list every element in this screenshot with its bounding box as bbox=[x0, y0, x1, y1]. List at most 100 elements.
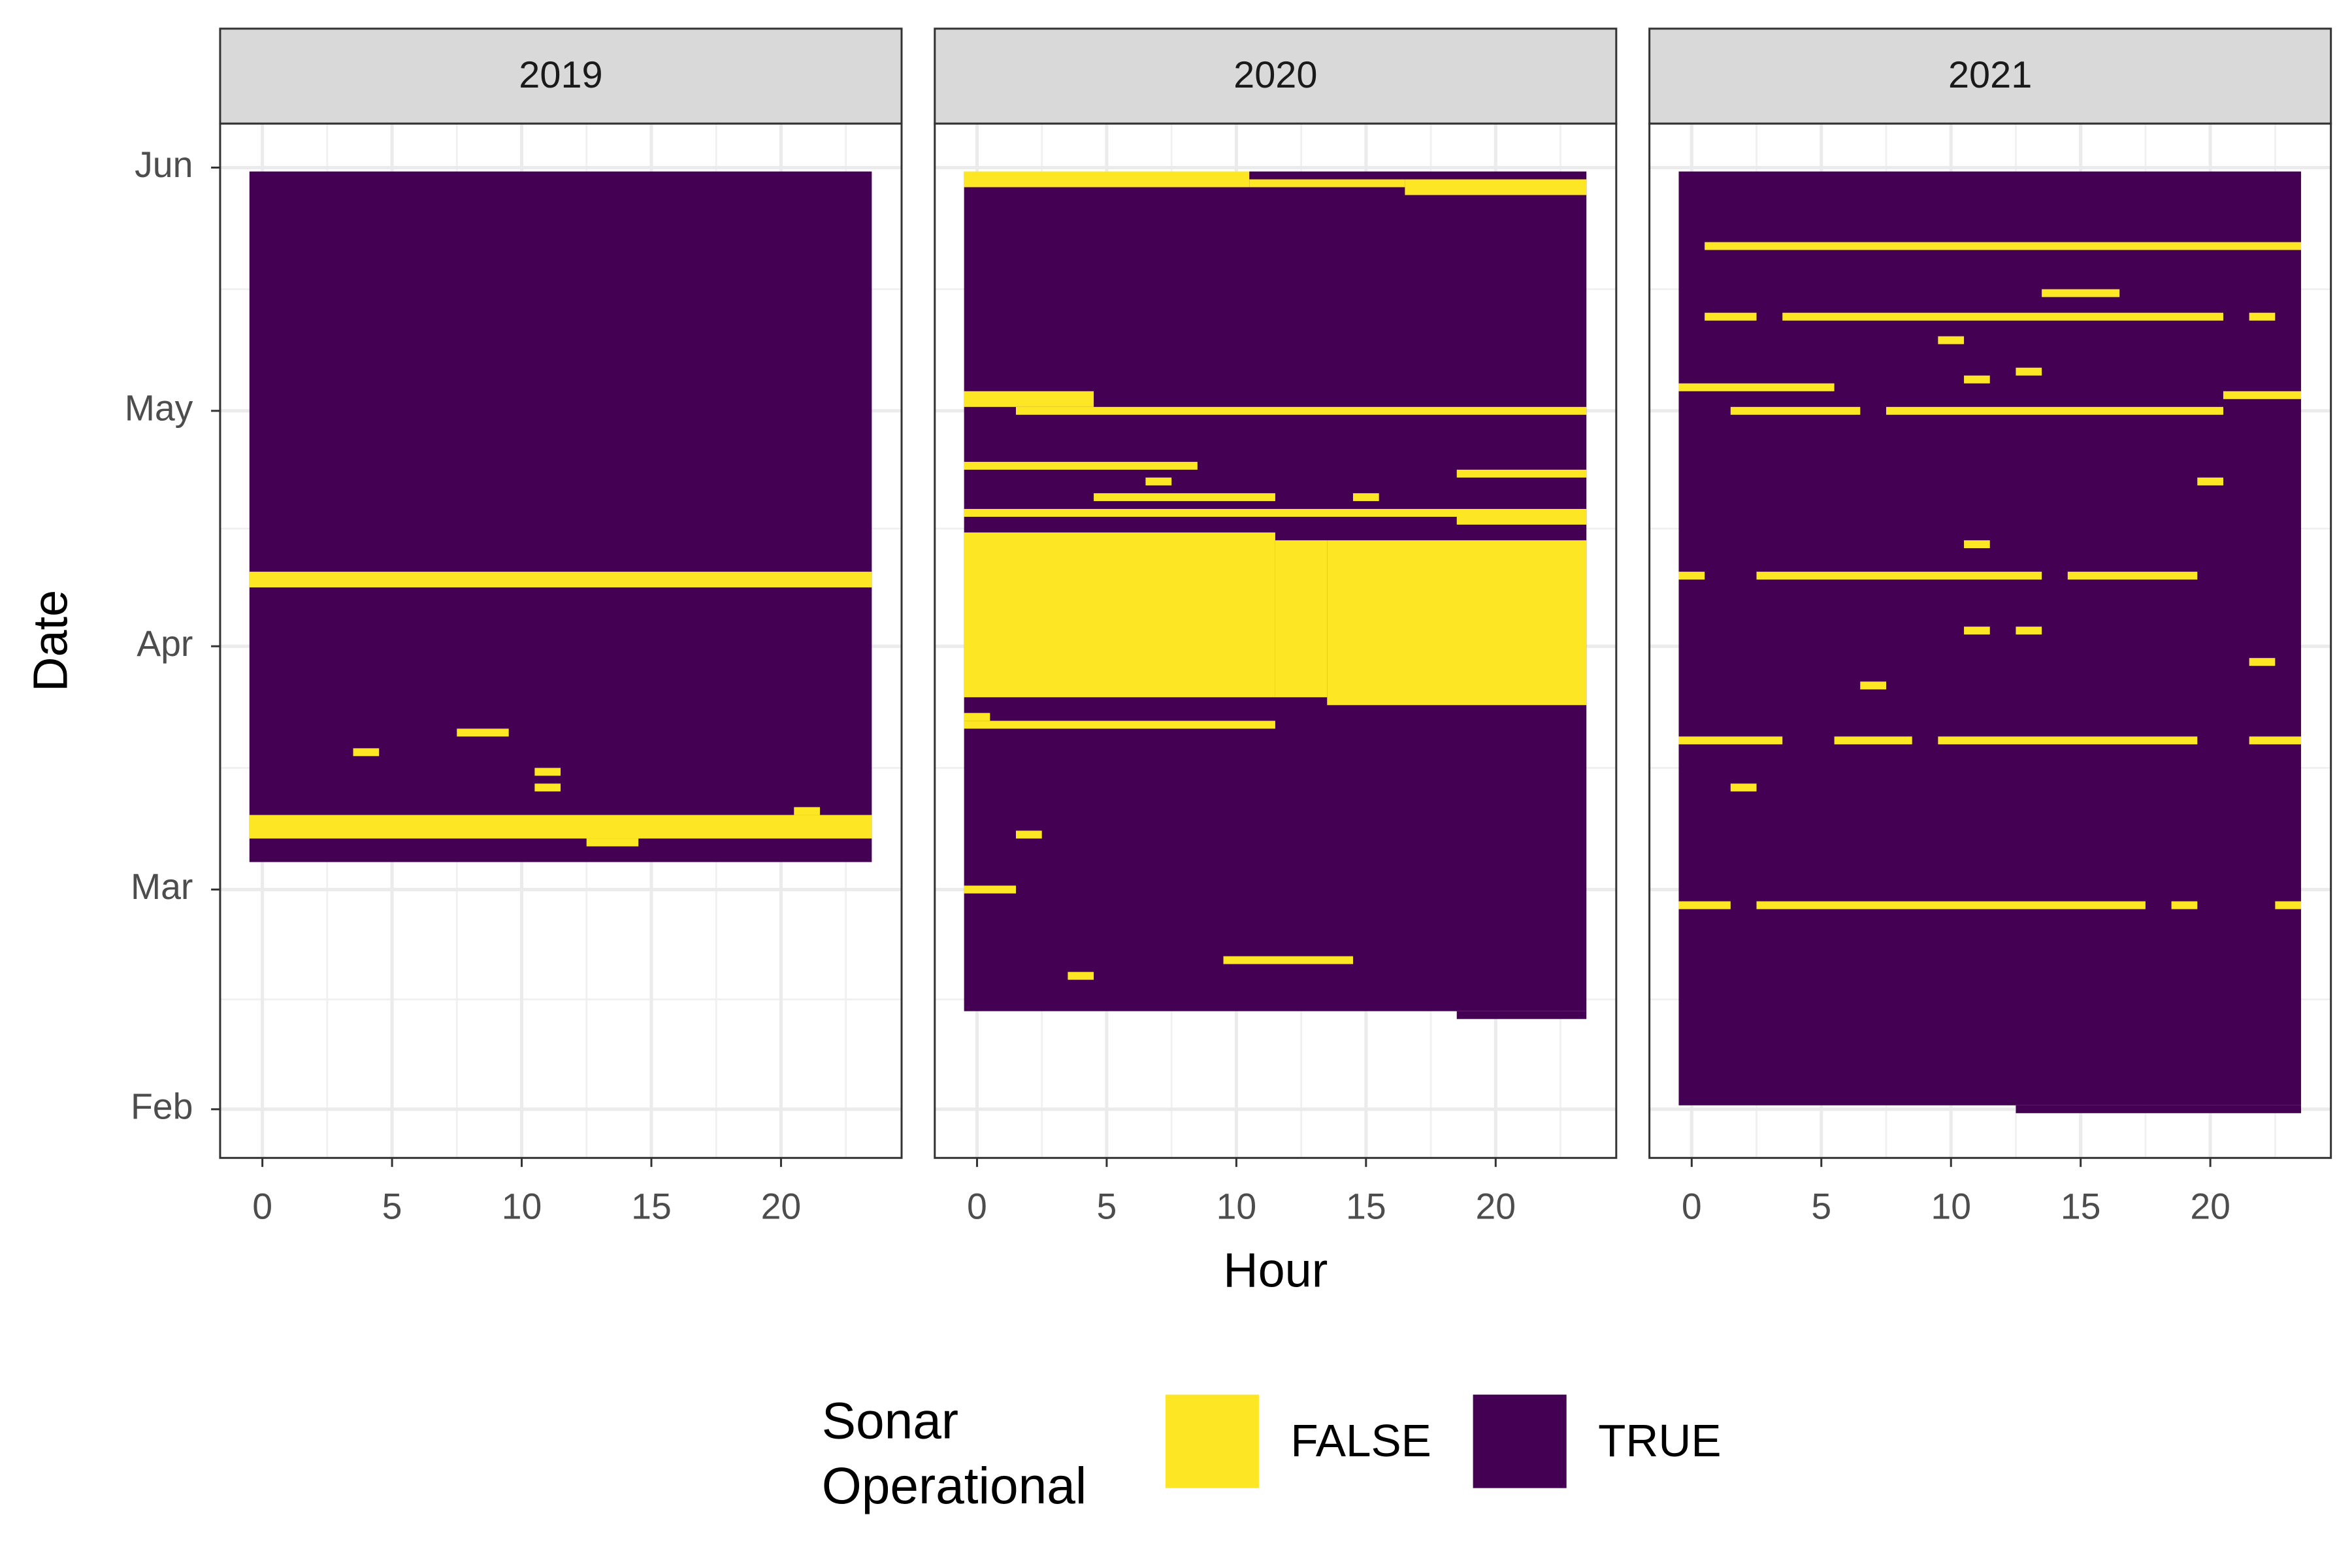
outage-tile bbox=[2067, 572, 2198, 580]
outage-tile bbox=[249, 815, 872, 839]
legend-label: TRUE bbox=[1598, 1415, 1721, 1466]
outage-tile bbox=[1094, 493, 1275, 501]
x-tick-label: 15 bbox=[2061, 1186, 2101, 1226]
outage-tile bbox=[964, 885, 1017, 894]
legend-key bbox=[1165, 1394, 1259, 1488]
outage-tile bbox=[1782, 312, 2223, 321]
legend-title-box: Sonar Operational bbox=[821, 1393, 1087, 1515]
outage-tile bbox=[1834, 736, 1912, 745]
facet-label: 2021 bbox=[1948, 54, 2032, 96]
x-tick-label: 20 bbox=[1475, 1186, 1516, 1226]
outage-tile bbox=[1705, 312, 1757, 321]
outage-tile bbox=[586, 838, 639, 847]
panel-border bbox=[1648, 122, 2332, 1159]
outage-tile bbox=[1678, 736, 1783, 745]
x-tick-label: 0 bbox=[1682, 1186, 1702, 1226]
outage-tile bbox=[964, 391, 1094, 407]
facet-label: 2020 bbox=[1233, 54, 1317, 96]
outage-tile bbox=[1964, 375, 1990, 384]
facet-strip bbox=[934, 27, 1618, 125]
outage-tile bbox=[1352, 493, 1379, 501]
x-tick-label: 5 bbox=[1097, 1186, 1117, 1226]
x-tick-label: 5 bbox=[1811, 1186, 1831, 1226]
operational-tile bbox=[2016, 1105, 2302, 1113]
outage-tile bbox=[1678, 901, 1731, 909]
outage-tile bbox=[1016, 406, 1587, 415]
x-tick-label: 10 bbox=[502, 1186, 542, 1226]
outage-tile bbox=[964, 171, 1250, 188]
outage-tile bbox=[2249, 736, 2302, 745]
outage-tile bbox=[1016, 830, 1042, 839]
legend-label: FALSE bbox=[1290, 1415, 1431, 1466]
outage-tile bbox=[1730, 406, 1861, 415]
operational-tile bbox=[249, 171, 872, 862]
outage-tile bbox=[1678, 572, 1705, 580]
outage-tile bbox=[1678, 383, 1835, 391]
x-tick-label: 0 bbox=[252, 1186, 272, 1226]
outage-tile bbox=[964, 532, 1275, 698]
outage-tile bbox=[2223, 391, 2302, 399]
x-tick-label: 20 bbox=[2190, 1186, 2230, 1226]
x-tick-label: 10 bbox=[1217, 1186, 1257, 1226]
outage-tile bbox=[1860, 681, 1886, 690]
y-tick-label: Jun bbox=[135, 144, 193, 185]
x-tick-label: 15 bbox=[1346, 1186, 1386, 1226]
legend-title: Sonar Operational bbox=[821, 1393, 1087, 1515]
outage-tile bbox=[2249, 658, 2276, 666]
x-tick-label: 15 bbox=[631, 1186, 672, 1226]
panel-border bbox=[219, 122, 903, 1159]
x-tick-label: 5 bbox=[382, 1186, 402, 1226]
outage-tile bbox=[1886, 406, 2223, 415]
outage-tile bbox=[964, 508, 1587, 517]
outage-tile bbox=[2197, 477, 2223, 485]
outage-tile bbox=[1223, 956, 1353, 964]
x-tick-label: 10 bbox=[1931, 1186, 1971, 1226]
outage-tile bbox=[2171, 901, 2198, 909]
outage-tile bbox=[534, 783, 561, 792]
outage-tile bbox=[353, 748, 380, 757]
y-tick-label: Feb bbox=[131, 1086, 193, 1126]
outage-tile bbox=[2275, 901, 2302, 909]
outage-tile bbox=[1456, 469, 1587, 478]
outage-tile bbox=[457, 728, 509, 737]
outage-tile bbox=[1327, 540, 1587, 706]
x-tick-label: 20 bbox=[761, 1186, 802, 1226]
x-axis-title: Hour bbox=[1223, 1243, 1328, 1298]
facet-strip bbox=[1648, 27, 2332, 125]
outage-tile bbox=[1275, 540, 1328, 698]
outage-tile bbox=[1938, 336, 1965, 344]
panel-border bbox=[934, 122, 1618, 1159]
operational-tile bbox=[1678, 171, 2302, 1105]
outage-tile bbox=[1730, 783, 1757, 792]
y-tick-label: Mar bbox=[131, 866, 193, 907]
outage-tile bbox=[2249, 312, 2276, 321]
outage-tile bbox=[1068, 972, 1094, 980]
outage-tile bbox=[1249, 179, 1405, 188]
outage-tile bbox=[2042, 289, 2120, 297]
y-tick-label: Apr bbox=[137, 623, 193, 664]
outage-tile bbox=[1145, 477, 1172, 485]
outage-tile bbox=[1405, 179, 1587, 195]
outage-tile bbox=[1964, 540, 1990, 549]
outage-tile bbox=[964, 461, 1198, 470]
outage-tile bbox=[2016, 627, 2042, 635]
x-tick-label: 0 bbox=[967, 1186, 987, 1226]
outage-tile bbox=[1756, 572, 2042, 580]
facet-strip bbox=[219, 27, 903, 125]
y-tick-label: May bbox=[125, 387, 193, 428]
outage-tile bbox=[1756, 901, 2146, 909]
operational-tile bbox=[1456, 1011, 1587, 1019]
outage-tile bbox=[964, 713, 990, 721]
outage-tile bbox=[1938, 736, 2198, 745]
outage-tile bbox=[1964, 627, 1990, 635]
outage-tile bbox=[534, 768, 561, 776]
outage-tile bbox=[1456, 516, 1587, 525]
outage-tile bbox=[964, 721, 1275, 729]
outage-tile bbox=[249, 572, 872, 588]
facet-label: 2019 bbox=[519, 54, 602, 96]
outage-tile bbox=[1705, 242, 2302, 250]
legend-key bbox=[1473, 1394, 1567, 1488]
outage-tile bbox=[2016, 367, 2042, 376]
